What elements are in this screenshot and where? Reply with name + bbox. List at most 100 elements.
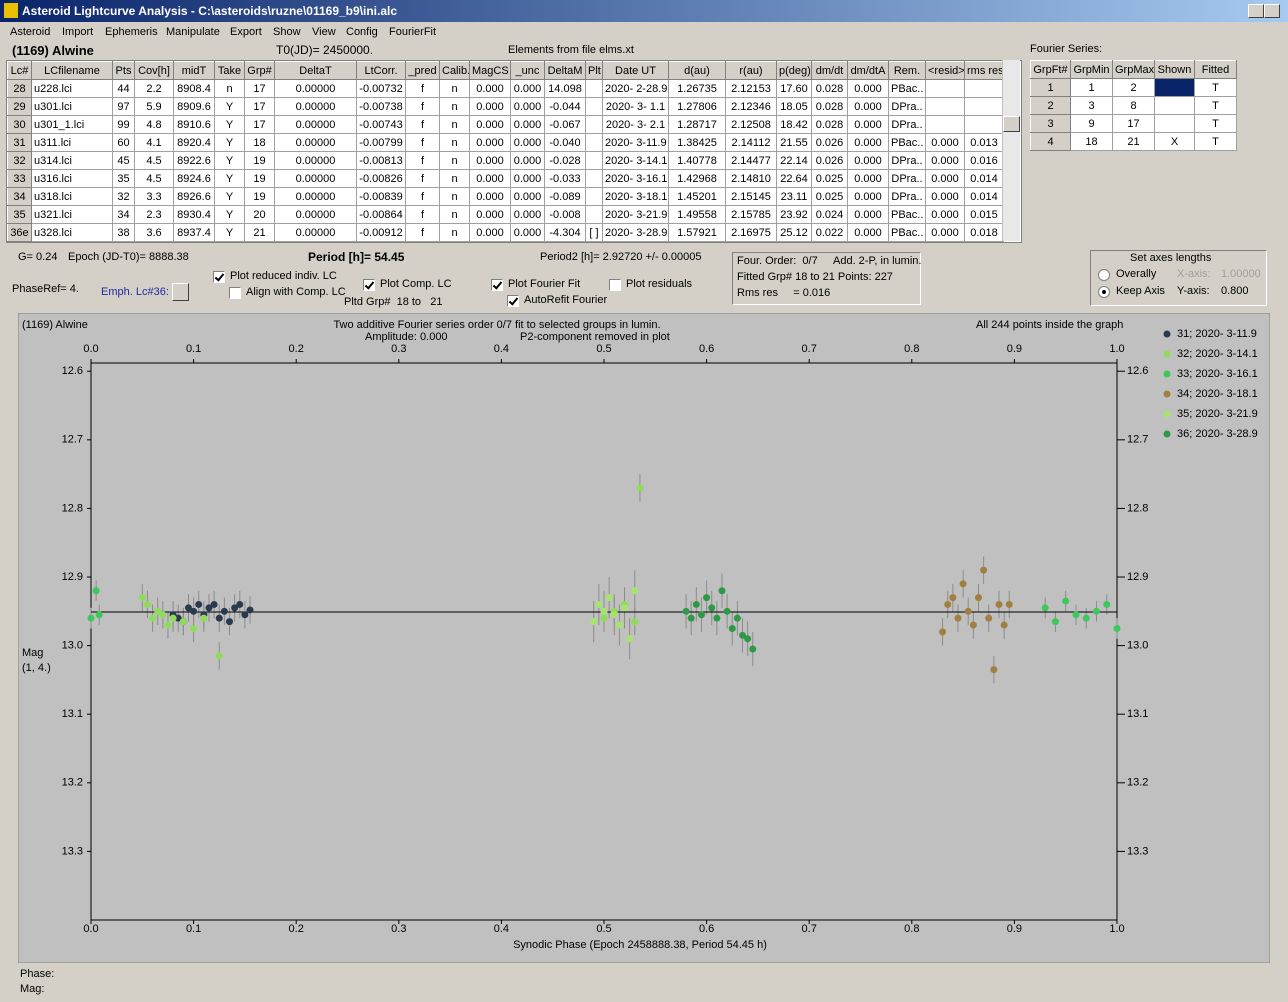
- table-cell[interactable]: n: [214, 79, 245, 98]
- table-cell[interactable]: 1.26735: [668, 79, 726, 98]
- table-cell[interactable]: -0.067: [544, 115, 586, 134]
- table-cell[interactable]: 8922.6: [173, 151, 215, 170]
- menu-item[interactable]: View: [312, 26, 336, 38]
- table-cell[interactable]: 2.15145: [725, 187, 777, 206]
- table-cell[interactable]: 9: [1070, 114, 1113, 133]
- emph-spinner[interactable]: [172, 283, 189, 301]
- table-cell[interactable]: Y: [214, 205, 245, 224]
- table-cell[interactable]: 2020- 3-28.9: [602, 223, 669, 242]
- radio-button[interactable]: [1098, 269, 1110, 281]
- table-cell[interactable]: 0.000: [469, 169, 511, 188]
- table-cell[interactable]: 28: [7, 79, 32, 98]
- table-cell[interactable]: 4.5: [134, 169, 174, 188]
- table-cell[interactable]: DPra..: [888, 151, 926, 170]
- table-cell[interactable]: u314.lci: [31, 151, 113, 170]
- table-cell[interactable]: u311.lci: [31, 133, 113, 152]
- table-row[interactable]: 33 u316.lci 35 4.5 8924.6 Y 19 0.00000 -0.00826 f…: [7, 169, 1004, 188]
- table-cell[interactable]: 2020- 3- 1.1: [602, 97, 669, 116]
- table-cell[interactable]: Y: [214, 115, 245, 134]
- table-cell[interactable]: 17.60: [776, 79, 812, 98]
- table-cell[interactable]: 0.000: [469, 97, 511, 116]
- table-cell[interactable]: 0.014: [964, 169, 1004, 188]
- table-cell[interactable]: 2.12508: [725, 115, 777, 134]
- table-cell[interactable]: T: [1194, 78, 1237, 97]
- table-row[interactable]: 35 u321.lci 34 2.3 8930.4 Y 20 0.00000 -0.00864 f…: [7, 205, 1004, 224]
- table-cell[interactable]: [585, 205, 603, 224]
- table-cell[interactable]: 22.64: [776, 169, 812, 188]
- table-cell[interactable]: n: [439, 151, 470, 170]
- table-cell[interactable]: 34: [7, 187, 32, 206]
- table-cell[interactable]: 45: [112, 151, 135, 170]
- table-cell[interactable]: 0.024: [811, 205, 848, 224]
- table-cell[interactable]: 22.14: [776, 151, 812, 170]
- table-cell[interactable]: u316.lci: [31, 169, 113, 188]
- table-cell[interactable]: [585, 79, 603, 98]
- menu-item[interactable]: Manipulate: [166, 26, 220, 38]
- checkbox[interactable]: [363, 279, 375, 291]
- table-cell[interactable]: 30: [7, 115, 32, 134]
- table-cell[interactable]: 33: [7, 169, 32, 188]
- table-cell[interactable]: 2.2: [134, 79, 174, 98]
- menu-item[interactable]: Import: [62, 26, 94, 38]
- table-cell[interactable]: 0.000: [847, 97, 889, 116]
- table-cell[interactable]: 2: [1112, 78, 1155, 97]
- maximize-button[interactable]: [1264, 4, 1280, 18]
- table-cell[interactable]: Y: [214, 169, 245, 188]
- table-cell[interactable]: -0.00864: [356, 205, 406, 224]
- menu-item[interactable]: Asteroid: [10, 26, 51, 38]
- table-cell[interactable]: 17: [244, 97, 275, 116]
- table-cell[interactable]: -0.00826: [356, 169, 406, 188]
- table-cell[interactable]: 0.000: [925, 205, 965, 224]
- table-cell[interactable]: n: [439, 169, 470, 188]
- table-cell[interactable]: 2.12153: [725, 79, 777, 98]
- table-cell[interactable]: 0.000: [469, 223, 511, 242]
- table-cell[interactable]: n: [439, 187, 470, 206]
- table-cell[interactable]: f: [405, 115, 440, 134]
- table-cell[interactable]: -0.00743: [356, 115, 406, 134]
- table-cell[interactable]: 0.000: [925, 151, 965, 170]
- table-cell[interactable]: 1.40778: [668, 151, 726, 170]
- table-cell[interactable]: 0.000: [469, 133, 511, 152]
- table-row[interactable]: 4 18 21 X T: [1030, 132, 1237, 151]
- table-row[interactable]: 3 9 17 T: [1030, 114, 1237, 133]
- checkbox[interactable]: [507, 295, 519, 307]
- table-cell[interactable]: -0.033: [544, 169, 586, 188]
- table-cell[interactable]: 2.3: [134, 205, 174, 224]
- table-cell[interactable]: PBac..: [888, 205, 926, 224]
- table-cell[interactable]: 0.00000: [274, 79, 357, 98]
- table-cell[interactable]: 0.000: [469, 115, 511, 134]
- table-cell[interactable]: 0.000: [847, 223, 889, 242]
- table-cell[interactable]: -0.00738: [356, 97, 406, 116]
- table-cell[interactable]: PBac..: [888, 79, 926, 98]
- table-cell[interactable]: 2.14477: [725, 151, 777, 170]
- table-cell[interactable]: Y: [214, 187, 245, 206]
- table-cell[interactable]: 1.38425: [668, 133, 726, 152]
- table-cell[interactable]: -0.00912: [356, 223, 406, 242]
- table-cell[interactable]: -0.00799: [356, 133, 406, 152]
- table-cell[interactable]: f: [405, 187, 440, 206]
- table-cell[interactable]: 3: [1030, 114, 1071, 133]
- table-row[interactable]: 36e u328.lci 38 3.6 8937.4 Y 21 0.00000 -0.00912…: [7, 223, 1004, 242]
- checkbox[interactable]: [213, 271, 225, 283]
- table-cell[interactable]: 17: [244, 79, 275, 98]
- table-cell[interactable]: 8908.4: [173, 79, 215, 98]
- checkbox[interactable]: [229, 287, 241, 299]
- table-cell[interactable]: 0.015: [964, 205, 1004, 224]
- table-cell[interactable]: 0.025: [811, 187, 848, 206]
- checkbox[interactable]: [491, 279, 503, 291]
- table-cell[interactable]: 4: [1030, 132, 1071, 151]
- table-cell[interactable]: f: [405, 79, 440, 98]
- table-cell[interactable]: 0.00000: [274, 223, 357, 242]
- table-cell[interactable]: 17: [1112, 114, 1155, 133]
- table-cell[interactable]: [964, 115, 1004, 134]
- table-cell[interactable]: [585, 133, 603, 152]
- table-cell[interactable]: 1.28717: [668, 115, 726, 134]
- table-cell[interactable]: 0.000: [847, 79, 889, 98]
- table-cell[interactable]: 21: [244, 223, 275, 242]
- table-cell[interactable]: [585, 169, 603, 188]
- table-cell[interactable]: T: [1194, 96, 1237, 115]
- table-cell[interactable]: 1.27806: [668, 97, 726, 116]
- table-cell[interactable]: [585, 115, 603, 134]
- table-cell[interactable]: X: [1154, 132, 1195, 151]
